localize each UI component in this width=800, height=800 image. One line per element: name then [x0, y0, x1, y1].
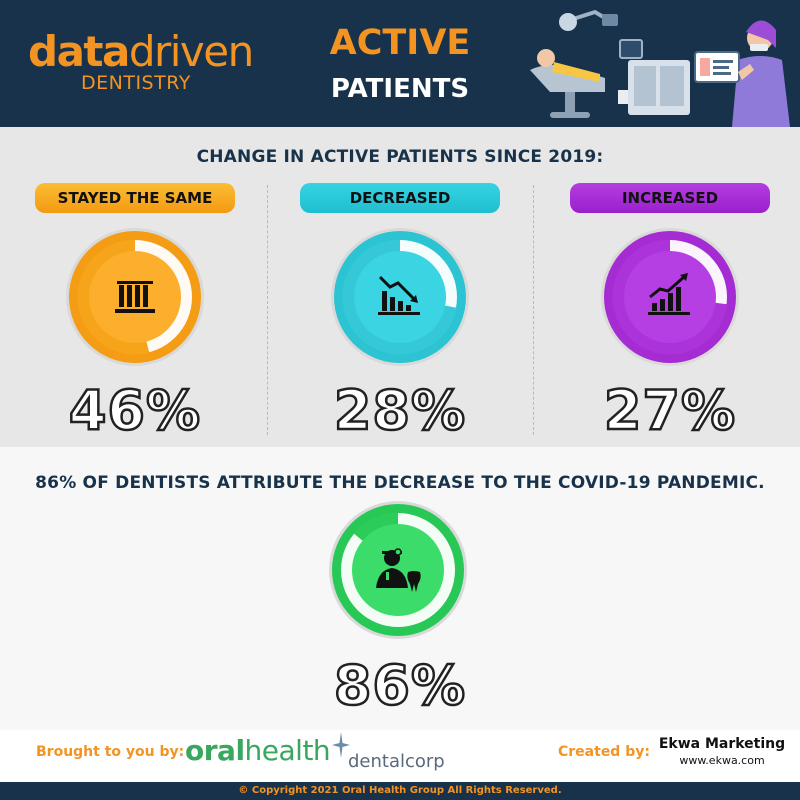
ring-value-arc	[353, 512, 399, 542]
stayed-same-pill: STAYED THE SAME	[35, 183, 235, 213]
brought-by-label: Brought to you by:	[36, 744, 185, 760]
datadriven-logo: datadriven DENTISTRY	[28, 27, 254, 95]
title-line-1: ACTIVE	[329, 23, 471, 63]
oralhealth-logo[interactable]: oralhealth	[185, 734, 331, 767]
title-line-2: PATIENTS	[330, 74, 470, 104]
increased-percent: 27%	[603, 379, 737, 442]
column-divider	[533, 185, 534, 435]
chart-up-icon	[648, 273, 690, 315]
decreased-percent: 28%	[333, 379, 467, 442]
created-by-label: Created by:	[558, 744, 650, 760]
dentist-icon	[376, 548, 421, 592]
covid-ring	[329, 501, 467, 639]
decreased-pill: DECREASED	[300, 183, 500, 213]
increased-ring	[601, 228, 739, 366]
dentalcorp-logo[interactable]: dentalcorp	[348, 751, 445, 772]
dental-clinic-illustration	[530, 9, 790, 127]
logo-driven-text: driven	[128, 27, 254, 76]
stayed-same-ring	[66, 228, 204, 366]
ring-value-arc	[342, 239, 457, 355]
ring-value-arc	[77, 239, 150, 355]
ekwa-logo[interactable]: Ekwa Marketing www.ekwa.com	[652, 736, 792, 767]
ekwa-name: Ekwa Marketing	[658, 736, 786, 752]
column-divider	[267, 185, 268, 435]
change-section: CHANGE IN ACTIVE PATIENTS SINCE 2019: ST…	[0, 127, 800, 447]
columns-icon	[115, 281, 155, 313]
oralhealth-bold: oral	[185, 734, 245, 767]
oralhealth-light: health	[244, 734, 331, 767]
footer: Brought to you by: oralhealth dentalcorp…	[0, 730, 800, 782]
page-title: ACTIVE PATIENTS	[300, 22, 500, 106]
logo-data-text: data	[28, 27, 130, 76]
covid-statement: 86% OF DENTISTS ATTRIBUTE THE DECREASE T…	[35, 473, 765, 493]
ekwa-url[interactable]: www.ekwa.com	[679, 754, 765, 767]
increased-pill: INCREASED	[570, 183, 770, 213]
ring-value-arc	[612, 239, 728, 355]
copyright-bar: © Copyright 2021 Oral Health Group All R…	[0, 782, 800, 800]
logo-subtitle: DENTISTRY	[81, 72, 191, 94]
decreased-ring	[331, 228, 469, 366]
dentalcorp-star-icon	[332, 732, 350, 758]
chart-down-icon	[378, 275, 420, 315]
stayed-same-percent: 46%	[68, 379, 202, 442]
covid-percent: 86%	[333, 654, 467, 717]
section-title: CHANGE IN ACTIVE PATIENTS SINCE 2019:	[196, 147, 604, 167]
header-banner: datadriven DENTISTRY ACTIVE PATIENTS	[0, 0, 800, 127]
